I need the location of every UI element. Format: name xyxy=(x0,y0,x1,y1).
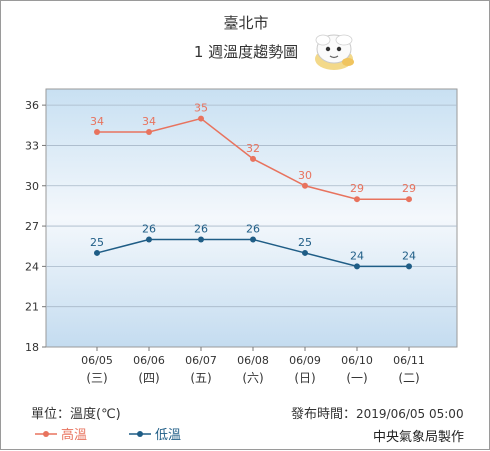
x-tick-label: 06/07 xyxy=(185,354,217,367)
data-label: 25 xyxy=(90,236,104,249)
x-tick-label: 06/05 xyxy=(81,354,113,367)
x-tick-label: 06/11 xyxy=(393,354,425,367)
data-label: 32 xyxy=(246,142,260,155)
x-weekday-label: (四) xyxy=(138,371,159,385)
data-point xyxy=(146,129,152,135)
plot-background xyxy=(45,88,458,348)
data-point xyxy=(406,263,412,270)
plot-area xyxy=(45,88,458,348)
x-tick-label: 06/10 xyxy=(341,354,373,367)
data-label: 26 xyxy=(246,223,260,236)
y-tick-label: 27 xyxy=(25,220,39,233)
x-weekday-label: (五) xyxy=(190,371,211,385)
weather-mascot-icon xyxy=(315,34,354,70)
data-point xyxy=(302,182,308,189)
data-label: 34 xyxy=(142,115,156,128)
data-label: 35 xyxy=(194,102,208,115)
data-label: 26 xyxy=(194,223,208,236)
x-tick-label: 06/09 xyxy=(289,354,321,367)
chart-subtitle: 1 週溫度趨勢圖 xyxy=(193,43,299,61)
legend-item-high: 高溫 xyxy=(35,424,87,443)
x-weekday-label: (六) xyxy=(242,371,263,385)
x-weekday-label: (日) xyxy=(294,371,315,385)
data-point xyxy=(250,155,256,162)
y-axis-ticks: 18 21 24 27 30 33 36 xyxy=(25,99,46,354)
agency-credit: 中央氣象局製作 xyxy=(373,430,465,445)
unit-label: 單位：溫度(℃) xyxy=(31,407,121,422)
data-label: 29 xyxy=(350,182,364,195)
y-tick-label: 18 xyxy=(25,341,39,354)
data-label: 24 xyxy=(402,249,416,262)
data-point xyxy=(94,249,100,256)
data-label: 34 xyxy=(90,115,104,128)
data-point xyxy=(250,236,256,243)
series-group: 34 34 35 32 30 29 29 25 26 26 26 25 24 24 xyxy=(90,102,416,270)
data-point xyxy=(406,196,412,203)
data-label: 24 xyxy=(350,249,364,262)
y-tick-label: 33 xyxy=(25,139,39,152)
data-label: 30 xyxy=(298,169,312,182)
data-label: 26 xyxy=(142,223,156,236)
x-axis-ticks: 06/05 (三) 06/06 (四) 06/07 (五) 06/08 (六) 06/09 (日)… xyxy=(81,347,425,385)
x-weekday-label: (三) xyxy=(86,371,107,385)
data-point xyxy=(198,236,204,243)
x-weekday-label: (一) xyxy=(346,371,367,385)
data-label: 25 xyxy=(298,236,312,249)
legend-low-icon xyxy=(129,430,151,437)
legend-item-low: 低溫 xyxy=(129,424,181,443)
legend-high-label: 高溫 xyxy=(61,428,88,443)
data-point xyxy=(146,236,152,243)
data-point xyxy=(354,196,360,203)
y-tick-label: 30 xyxy=(25,180,39,193)
data-point xyxy=(354,263,360,270)
issued-value: 2019/06/05 05:00 xyxy=(356,407,464,421)
y-tick-label: 21 xyxy=(25,301,39,314)
x-tick-label: 06/08 xyxy=(237,354,269,367)
y-tick-label: 36 xyxy=(25,99,39,112)
series-high: 34 34 35 32 30 29 29 xyxy=(90,102,416,203)
legend-high-icon xyxy=(35,430,57,437)
series-low: 25 26 26 26 25 24 24 xyxy=(90,223,416,270)
legend-low-label: 低溫 xyxy=(155,428,182,443)
city-title: 臺北市 xyxy=(223,14,269,32)
issued-label: 發布時間： xyxy=(291,407,357,422)
data-point xyxy=(94,129,100,135)
issued-time: 發布時間：2019/06/05 05:00 xyxy=(291,403,464,422)
x-weekday-label: (二) xyxy=(398,371,419,385)
data-label: 29 xyxy=(402,182,416,195)
data-point xyxy=(302,249,308,256)
data-point xyxy=(198,115,204,122)
x-tick-label: 06/06 xyxy=(133,354,165,367)
y-tick-label: 24 xyxy=(25,260,39,273)
